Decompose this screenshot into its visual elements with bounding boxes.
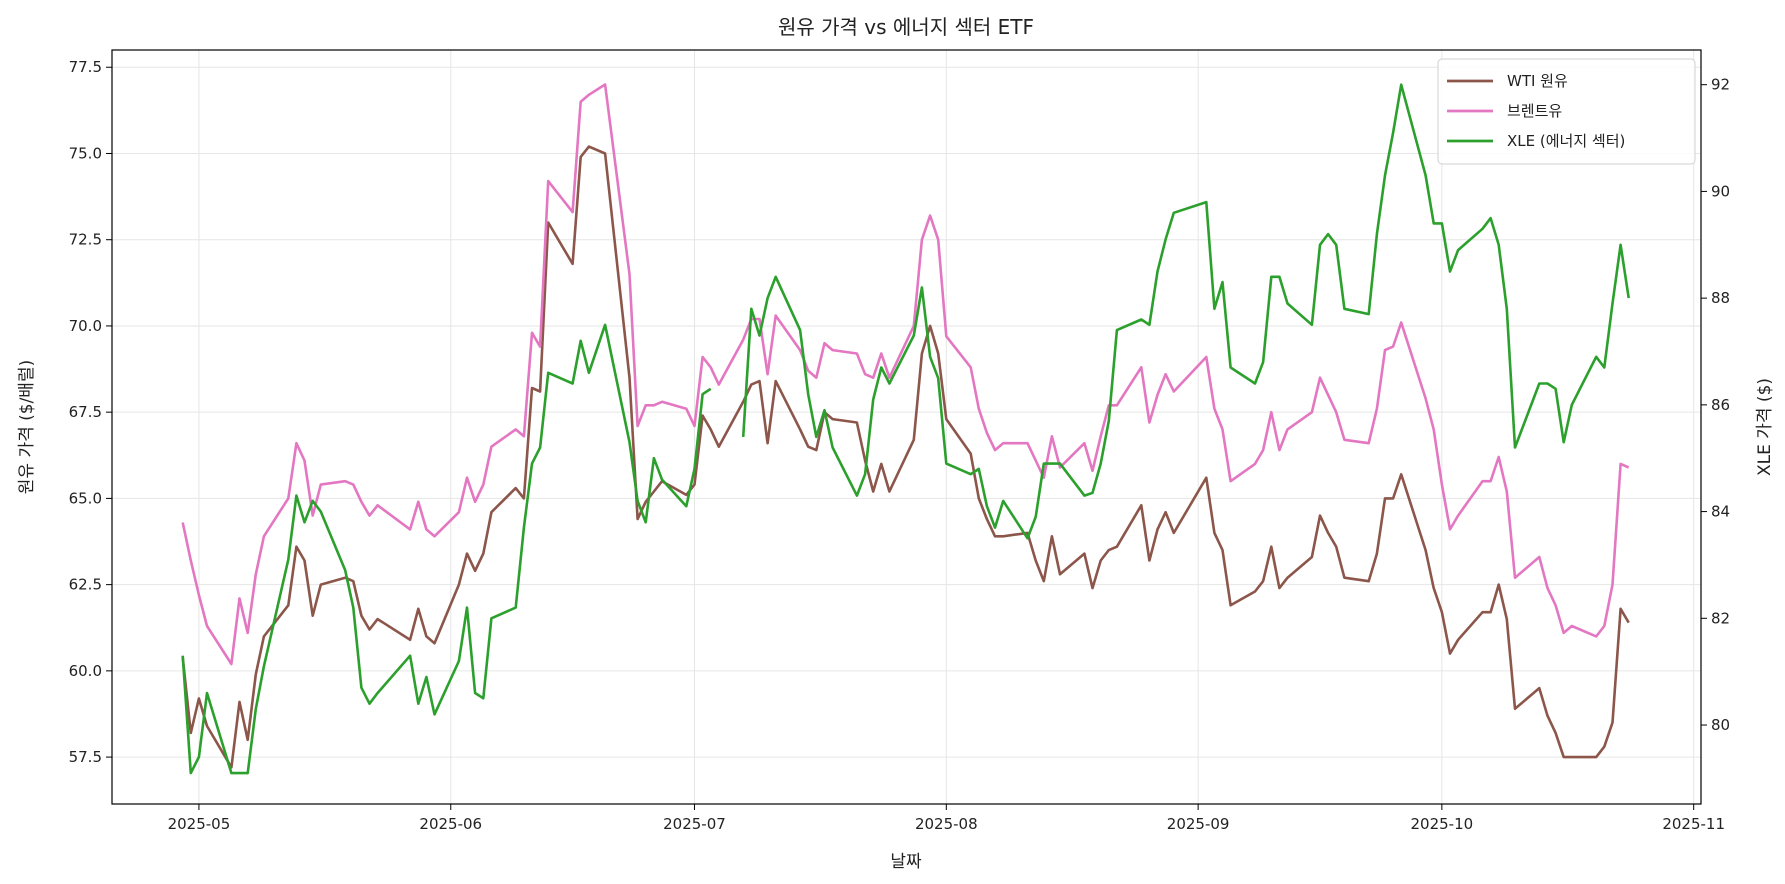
y-right-tick-label: 90 — [1711, 182, 1730, 200]
y-tick-label: 77.5 — [69, 58, 102, 76]
series-lines — [181, 83, 1630, 775]
legend-box — [1437, 58, 1696, 165]
y-right-tick-label: 88 — [1711, 289, 1730, 307]
y-right-tick-label: 82 — [1711, 609, 1730, 627]
y-axis-left: 57.5 60.0 62.5 65.0 67.5 70.0 72.5 75.0 77.5 — [69, 58, 112, 766]
series-line-0 — [181, 145, 1630, 769]
grid — [112, 50, 1701, 804]
y-right-tick-label: 84 — [1711, 503, 1730, 521]
x-tick-label: 2025-11 — [1662, 815, 1725, 833]
x-tick-label: 2025-06 — [419, 815, 482, 833]
y-tick-label: 67.5 — [69, 403, 102, 421]
x-tick-label: 2025-05 — [168, 815, 231, 833]
x-tick-label: 2025-09 — [1167, 815, 1230, 833]
x-axis: 2025-05 2025-06 2025-07 2025-08 2025-09 2025-… — [168, 804, 1725, 833]
y-tick-label: 72.5 — [69, 231, 102, 249]
y-tick-label: 60.0 — [69, 662, 102, 680]
y-tick-label: 70.0 — [69, 317, 102, 335]
y-axis-right-title: XLE 가격 ($) — [1755, 378, 1775, 476]
y-right-tick-label: 80 — [1711, 716, 1730, 734]
y-tick-label: 65.0 — [69, 489, 102, 507]
series-line-2 — [181, 83, 1630, 775]
plot-frame — [111, 49, 1702, 805]
y-right-tick-label: 86 — [1711, 396, 1730, 414]
y-axis-right: 80 82 84 86 88 90 92 — [1701, 76, 1730, 734]
y-tick-label: 57.5 — [69, 748, 102, 766]
y-tick-label: 62.5 — [69, 576, 102, 594]
y-tick-label: 75.0 — [69, 144, 102, 162]
legend-label: XLE (에너지 섹터) — [1507, 132, 1625, 150]
y-axis-left-title: 원유 가격 ($/배럴) — [17, 360, 37, 494]
legend-label: 브렌트유 — [1507, 102, 1562, 120]
legend-label: WTI 원유 — [1507, 72, 1568, 90]
y-right-tick-label: 92 — [1711, 76, 1730, 94]
chart-title: 원유 가격 vs 에너지 섹터 ETF — [778, 15, 1034, 39]
series-line-1 — [181, 83, 1630, 666]
x-axis-title: 날짜 — [890, 852, 922, 872]
x-tick-label: 2025-07 — [663, 815, 726, 833]
x-tick-label: 2025-08 — [915, 815, 978, 833]
x-tick-label: 2025-10 — [1411, 815, 1474, 833]
